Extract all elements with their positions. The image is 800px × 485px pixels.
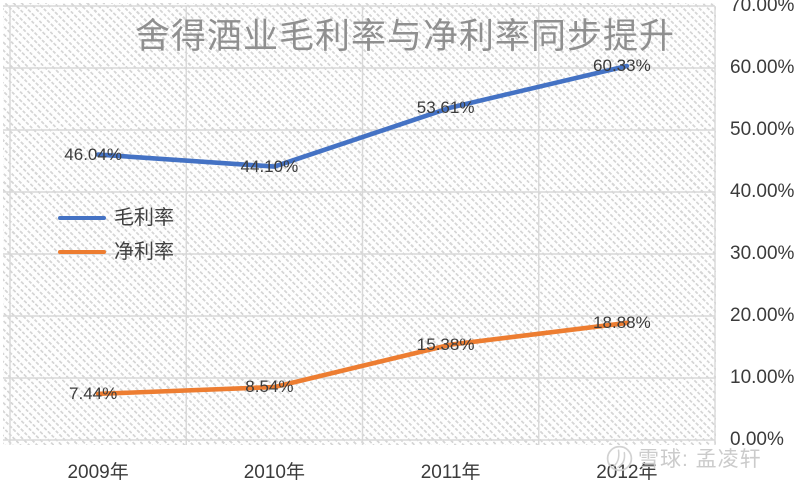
data-label: 7.44% <box>69 383 118 403</box>
legend-label-gross-margin: 毛利率 <box>114 207 174 229</box>
y-axis-tick-label: 50.00% <box>730 119 795 140</box>
series-line-毛利率 <box>95 63 630 169</box>
y-axis-tick-label: 70.00% <box>730 0 795 16</box>
data-label: 60.33% <box>593 55 651 75</box>
y-axis-tick-label: 0.00% <box>730 429 784 450</box>
x-axis-tick-label: 2011年 <box>420 462 481 483</box>
data-label: 46.04% <box>64 144 122 164</box>
y-axis-tick-label: 40.00% <box>730 181 795 202</box>
data-label: 18.88% <box>593 312 651 332</box>
data-label: 44.10% <box>240 156 299 176</box>
legend-line-swatch-blue <box>58 215 106 221</box>
legend-line-swatch-orange <box>58 249 106 255</box>
data-label: 8.54% <box>245 377 294 397</box>
legend: 毛利率 净利率 <box>58 206 174 274</box>
y-axis-tick-label: 30.00% <box>730 243 795 264</box>
legend-label-net-margin: 净利率 <box>114 241 174 263</box>
y-axis-tick-label: 20.00% <box>730 305 795 326</box>
data-label: 53.61% <box>416 97 475 117</box>
chart-title: 舍得酒业毛利率与净利率同步提升 <box>134 17 676 56</box>
x-axis-tick-label: 2010年 <box>243 462 306 483</box>
y-axis-tick-label: 10.00% <box>730 367 795 388</box>
series-line-净利率 <box>95 320 630 397</box>
y-axis-tick-label: 60.00% <box>730 57 795 78</box>
x-axis-tick-label: 2009年 <box>67 462 129 483</box>
legend-item-net-margin: 净利率 <box>58 240 174 264</box>
chart-background-hatch <box>3 3 716 445</box>
x-axis-tick-label: 2012年 <box>596 462 658 483</box>
legend-item-gross-margin: 毛利率 <box>58 206 174 230</box>
data-label: 15.38% <box>416 334 475 354</box>
